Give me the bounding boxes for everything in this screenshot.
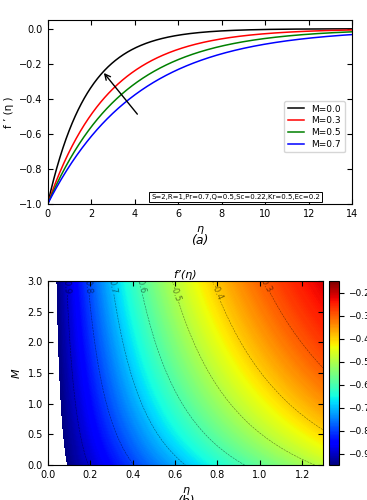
Text: -0.3: -0.3 xyxy=(258,276,274,294)
M=0.5 xyxy=(184,54,188,60)
M=0.3 xyxy=(275,30,279,36)
M=0.7 xyxy=(184,63,188,69)
M=0.0 xyxy=(99,70,104,76)
M=0.3 xyxy=(46,201,50,207)
M=0.7 xyxy=(99,122,104,128)
M=0.3 xyxy=(225,35,229,41)
Line: M=0.5: M=0.5 xyxy=(48,32,352,204)
Line: M=0.0: M=0.0 xyxy=(48,29,352,204)
Text: -0.8: -0.8 xyxy=(83,278,94,294)
M=0.7 xyxy=(350,32,355,38)
M=0.7 xyxy=(275,39,279,45)
M=0.7 xyxy=(225,50,229,56)
M=0.0 xyxy=(124,50,128,56)
Text: -0.9: -0.9 xyxy=(62,278,72,294)
Text: (b): (b) xyxy=(177,496,195,500)
Line: M=0.3: M=0.3 xyxy=(48,30,352,204)
M=0.0 xyxy=(225,28,229,34)
M=0.3 xyxy=(249,32,253,38)
M=0.7 xyxy=(124,98,128,104)
M=0.5 xyxy=(124,88,128,94)
Text: S=2,R=1,Pr=0.7,Q=0.5,Sc=0.22,Kr=0.5,Ec=0.2: S=2,R=1,Pr=0.7,Q=0.5,Sc=0.22,Kr=0.5,Ec=0… xyxy=(151,194,320,200)
M=0.3 xyxy=(184,44,188,50)
Text: -0.6: -0.6 xyxy=(134,276,147,294)
Text: -0.4: -0.4 xyxy=(210,284,224,302)
M=0.3 xyxy=(99,98,104,104)
M=0.3 xyxy=(124,74,128,80)
M=0.0 xyxy=(46,201,50,207)
Text: -0.7: -0.7 xyxy=(107,276,118,294)
M=0.5 xyxy=(275,34,279,40)
X-axis label: η: η xyxy=(196,224,204,234)
Text: -0.5: -0.5 xyxy=(169,284,183,302)
M=0.5 xyxy=(99,111,104,117)
Y-axis label: f ’ (η ): f ’ (η ) xyxy=(4,96,14,128)
X-axis label: η: η xyxy=(182,486,189,496)
M=0.7 xyxy=(249,44,253,50)
M=0.3 xyxy=(350,27,355,33)
M=0.0 xyxy=(350,26,355,32)
M=0.0 xyxy=(184,31,188,37)
Title: f’(η): f’(η) xyxy=(174,270,197,280)
Legend: M=0.0, M=0.3, M=0.5, M=0.7: M=0.0, M=0.3, M=0.5, M=0.7 xyxy=(284,101,345,152)
M=0.5 xyxy=(46,201,50,207)
M=0.5 xyxy=(249,38,253,44)
Line: M=0.7: M=0.7 xyxy=(48,34,352,204)
Text: (a): (a) xyxy=(191,234,209,248)
M=0.7 xyxy=(46,201,50,207)
M=0.5 xyxy=(225,42,229,48)
M=0.5 xyxy=(350,29,355,35)
M=0.0 xyxy=(275,26,279,32)
M=0.0 xyxy=(249,27,253,33)
Y-axis label: M: M xyxy=(12,368,22,378)
